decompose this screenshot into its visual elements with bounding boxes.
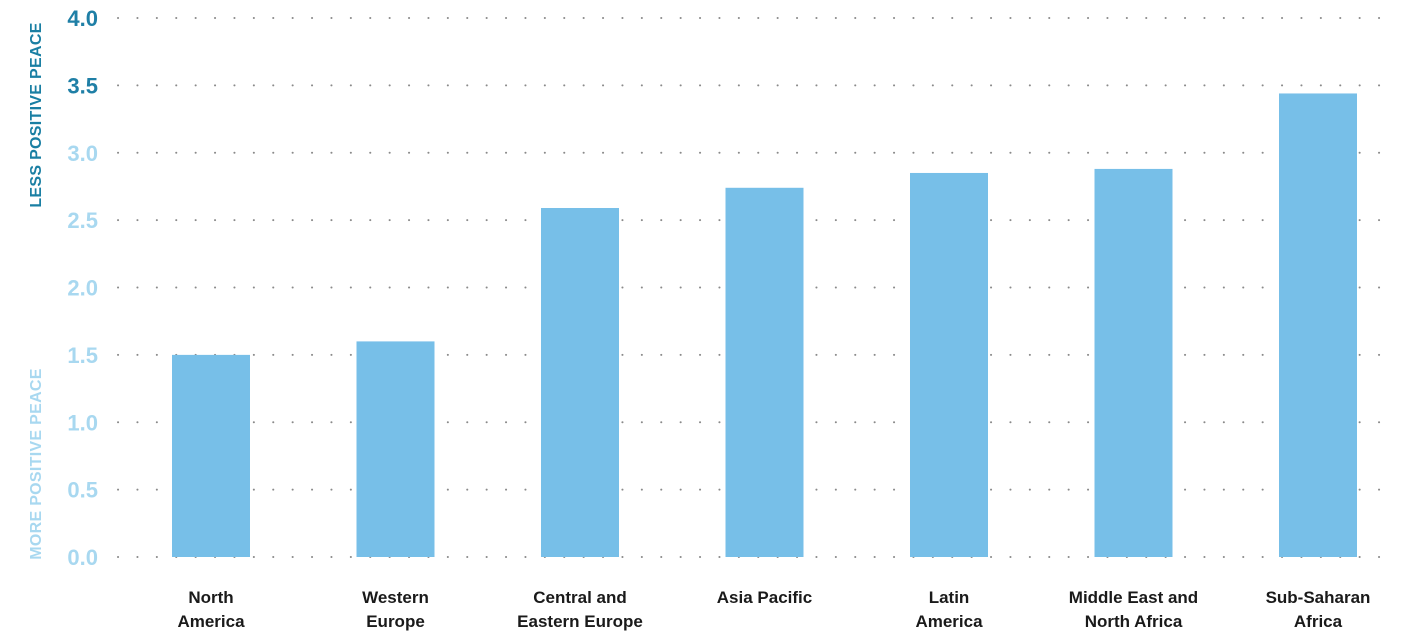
x-category-label: Latin America [915,588,983,631]
bars [172,93,1357,558]
x-axis-categories: North America Western Europe Central and East… [177,588,1370,631]
y-tick-label: 0.5 [67,478,98,503]
bar [1094,168,1173,558]
x-category-label: Middle East and North Africa [1069,588,1198,631]
y-axis-label-more-positive-peace: MORE POSITIVE PEACE [28,368,45,560]
x-category-label: Asia Pacific [717,588,812,607]
x-category-label: Central and Eastern Europe [517,588,643,631]
x-category-label: Sub-Saharan Africa [1266,588,1371,631]
bar [172,354,250,557]
y-tick-label: 1.5 [67,343,98,368]
y-axis-ticks: 0.0 0.5 1.0 1.5 2.0 2.5 3.0 3.5 4.0 [67,6,98,570]
y-tick-label: 2.0 [67,276,98,301]
y-axis-label-less-positive-peace: LESS POSITIVE PEACE [28,22,45,207]
bar [356,341,435,557]
x-category-label: North America [177,588,245,631]
y-tick-label: 0.0 [67,545,98,570]
bar [541,207,619,557]
y-tick-label: 3.0 [67,141,98,166]
y-tick-label: 3.5 [67,73,98,98]
y-tick-label: 1.0 [67,410,98,435]
bar [910,172,988,557]
bar [725,187,804,557]
x-category-label: Western Europe [362,588,429,631]
y-tick-label: 4.0 [67,6,98,31]
y-tick-label: 2.5 [67,208,98,233]
bar [1279,93,1357,558]
